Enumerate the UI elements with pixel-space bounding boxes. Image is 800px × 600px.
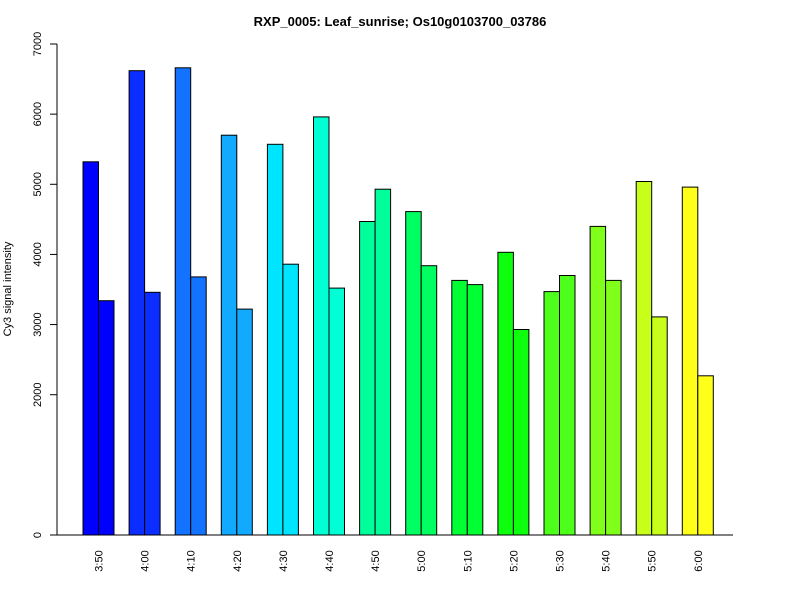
x-tick-label: 5:50 bbox=[647, 550, 659, 571]
bar-540-1 bbox=[589, 225, 607, 536]
bar-530-2 bbox=[559, 275, 576, 536]
y-tick-label: 3000 bbox=[32, 312, 44, 336]
y-tick-label: 2000 bbox=[32, 382, 44, 406]
bar-400-2 bbox=[144, 291, 161, 536]
x-tick-label: 5:20 bbox=[508, 550, 520, 571]
bar-500-1 bbox=[405, 211, 422, 536]
x-tick-label: 4:20 bbox=[232, 550, 244, 571]
x-tick-label: 3:50 bbox=[94, 550, 106, 571]
x-tick-label: 5:10 bbox=[462, 550, 474, 571]
chart-title: RXP_0005: Leaf_sunrise; Os10g0103700_037… bbox=[254, 14, 547, 29]
x-tick-label: 4:10 bbox=[186, 550, 198, 571]
bar-400-1 bbox=[128, 70, 146, 536]
bar-430-1 bbox=[266, 143, 284, 536]
y-tick-label: 5000 bbox=[32, 172, 44, 196]
bar-600-2 bbox=[697, 375, 714, 536]
bar-440-2 bbox=[328, 287, 345, 536]
bar-410-2 bbox=[190, 276, 207, 536]
x-tick-label: 5:30 bbox=[555, 550, 567, 571]
y-tick-label: 6000 bbox=[32, 102, 44, 126]
bars-group bbox=[82, 67, 714, 536]
bar-440-1 bbox=[313, 116, 330, 536]
x-tick-label: 4:50 bbox=[370, 550, 382, 571]
bar-420-2 bbox=[236, 308, 253, 536]
bar-550-2 bbox=[651, 316, 668, 536]
bar-530-1 bbox=[543, 291, 560, 536]
bar-350-1 bbox=[82, 161, 99, 536]
bar-350-2 bbox=[98, 300, 115, 536]
bar-540-2 bbox=[605, 279, 622, 536]
y-axis: 0 2000 3000 4000 5000 6000 7000 bbox=[32, 32, 58, 538]
bar-430-2 bbox=[282, 263, 299, 536]
y-tick-label: 0 bbox=[32, 532, 44, 538]
bar-450-2 bbox=[374, 188, 392, 536]
bar-450-1 bbox=[359, 221, 376, 536]
y-axis-label: Cy3 signal intensity bbox=[2, 241, 14, 336]
bar-500-2 bbox=[420, 265, 438, 536]
x-tick-label: 6:00 bbox=[693, 550, 705, 571]
y-tick-label: 4000 bbox=[32, 242, 44, 266]
bar-510-1 bbox=[451, 279, 468, 536]
x-tick-label: 4:40 bbox=[324, 550, 336, 571]
bar-600-1 bbox=[681, 186, 699, 536]
x-tick-label: 4:30 bbox=[278, 550, 290, 571]
bar-510-2 bbox=[466, 284, 484, 536]
bar-420-1 bbox=[220, 134, 238, 536]
y-tick-label: 7000 bbox=[32, 32, 44, 56]
bar-410-1 bbox=[174, 67, 192, 536]
bar-520-2 bbox=[512, 329, 530, 536]
x-tick-label: 5:40 bbox=[601, 550, 613, 571]
x-axis: 3:50 4:00 4:10 4:20 4:30 4:40 4:50 5:00 5:10 5:20… bbox=[57, 534, 733, 572]
bar-520-1 bbox=[497, 251, 514, 536]
x-tick-label: 4:00 bbox=[140, 550, 152, 571]
bar-550-1 bbox=[635, 181, 653, 536]
x-tick-label: 5:00 bbox=[416, 550, 428, 571]
